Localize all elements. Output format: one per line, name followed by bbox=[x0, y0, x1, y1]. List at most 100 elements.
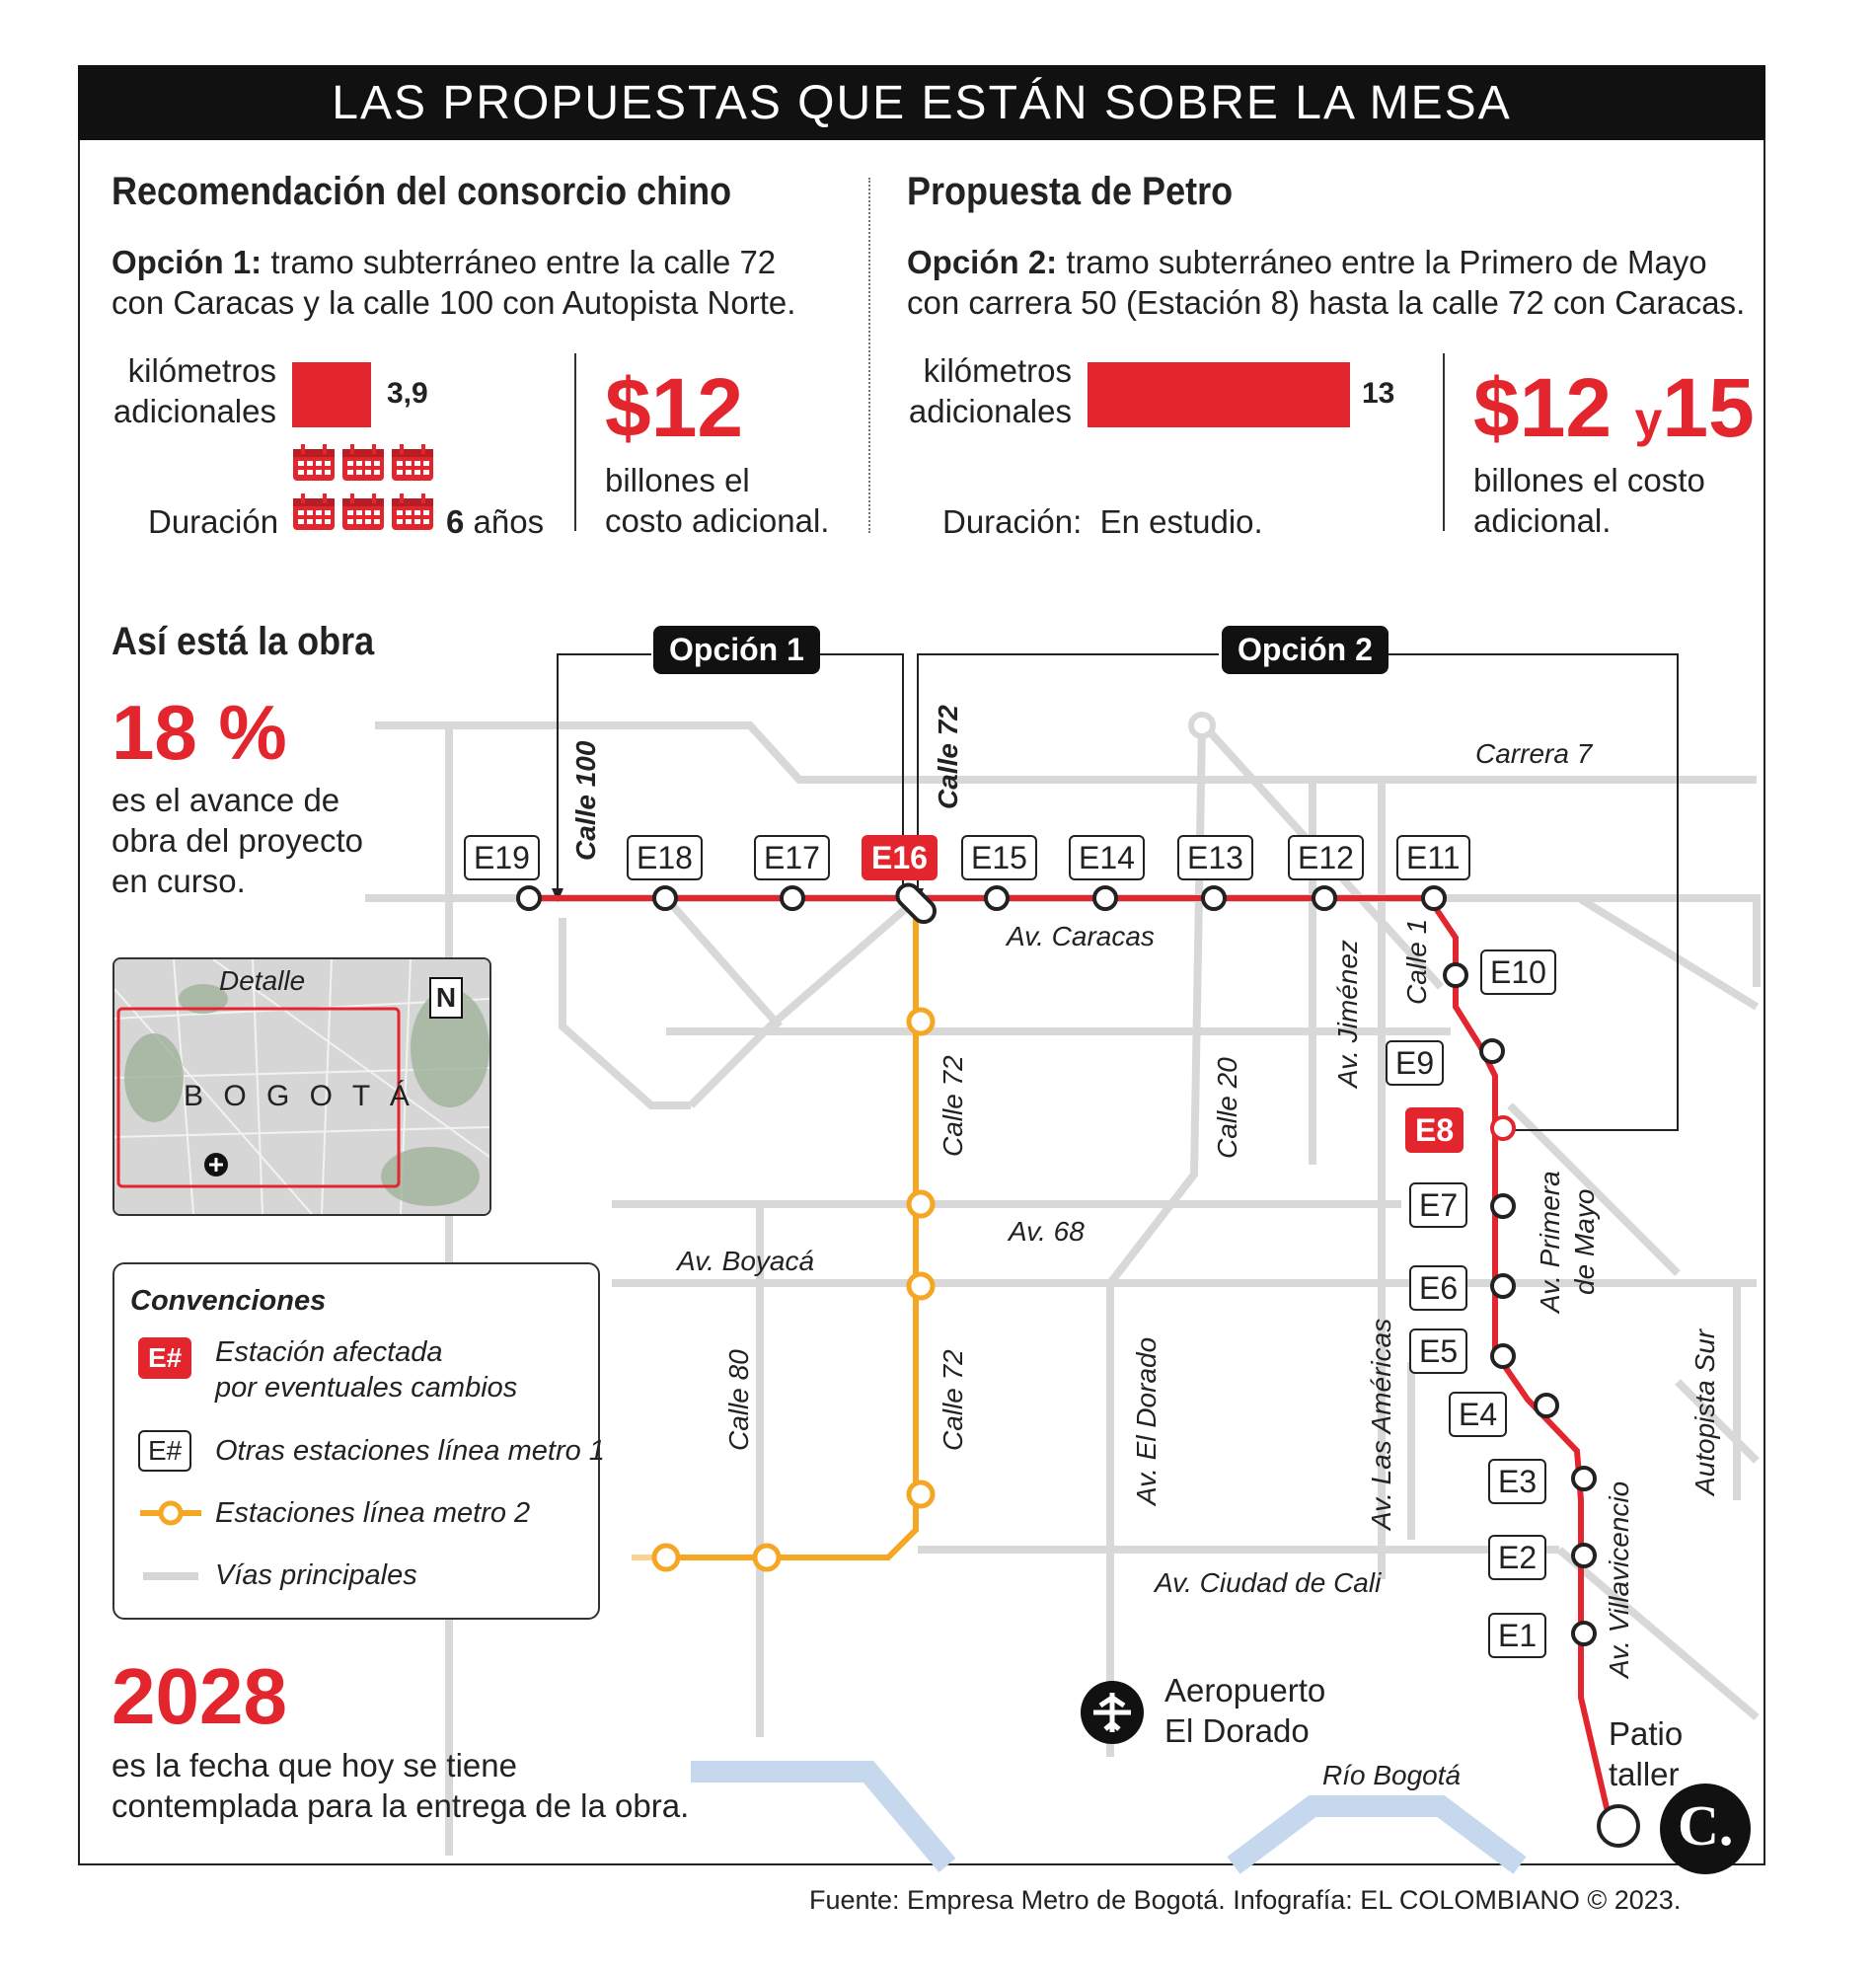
station-e6: E6 bbox=[1409, 1265, 1468, 1311]
calle100-label: Calle 100 bbox=[570, 740, 601, 861]
work-progress-text: es el avance de obra del proyecto en cur… bbox=[112, 780, 363, 901]
calendar-icon bbox=[341, 444, 385, 482]
label-autopista-sur: Autopista Sur bbox=[1689, 1329, 1720, 1495]
label-carrera7: Carrera 7 bbox=[1475, 738, 1593, 769]
station-dot-e8 bbox=[1490, 1115, 1516, 1141]
label-calle72-b: Calle 72 bbox=[938, 1349, 968, 1451]
metro2-station bbox=[906, 1271, 936, 1301]
option1-cost-line1: billones el bbox=[605, 462, 750, 498]
calendar-icon bbox=[341, 494, 385, 531]
airport-label: Aeropuerto El Dorado bbox=[1164, 1670, 1325, 1751]
option1-divider bbox=[574, 353, 576, 531]
year-line1: es la fecha que hoy se tiene bbox=[112, 1747, 517, 1784]
river-bogota bbox=[691, 1761, 1527, 1874]
station-dot-e1 bbox=[1571, 1621, 1597, 1646]
metro2-station bbox=[906, 1007, 936, 1036]
metro2-legend-icon bbox=[140, 1500, 201, 1526]
station-dot-e15 bbox=[984, 885, 1010, 911]
option1-duration-unit: años bbox=[473, 503, 545, 540]
road-e-east bbox=[1401, 894, 1761, 987]
label-calle20: Calle 20 bbox=[1212, 1057, 1242, 1159]
option1-cost-line2: costo adicional. bbox=[605, 502, 830, 539]
station-e4: E4 bbox=[1449, 1392, 1508, 1437]
option2-cost-text: billones el costo adicional. bbox=[1473, 460, 1705, 541]
km-label-line1: kilómetros bbox=[923, 352, 1072, 389]
label-av-boyaca: Av. Boyacá bbox=[677, 1246, 815, 1276]
metro2-station bbox=[651, 1543, 681, 1572]
label-av-ciudad-cali: Av. Ciudad de Cali bbox=[1155, 1567, 1382, 1598]
option2-text-line1: tramo subterráneo entre la Primero de Ma… bbox=[1066, 244, 1707, 280]
roads-legend-icon bbox=[143, 1572, 198, 1580]
label-av-las-americas: Av. Las Américas bbox=[1366, 1318, 1396, 1530]
option1-text-line2: con Caracas y la calle 100 con Autopista… bbox=[112, 284, 796, 321]
option2-bracket-left bbox=[917, 653, 1219, 898]
option1-km-label: kilómetros adicionales bbox=[99, 350, 276, 431]
station-e8: E8 bbox=[1405, 1107, 1464, 1153]
option1-label: Opción 1: bbox=[112, 244, 263, 280]
north-arrow-icon: N bbox=[429, 977, 463, 1019]
metro2-station bbox=[906, 1480, 936, 1509]
station-e12: E12 bbox=[1288, 835, 1364, 880]
option1-text-line1: tramo subterráneo entre la calle 72 bbox=[270, 244, 777, 280]
road-east-diag bbox=[1576, 894, 1760, 1011]
road-vertical-2 bbox=[559, 918, 691, 1109]
station-dot-e9 bbox=[1479, 1038, 1505, 1064]
airport-line1: Aeropuerto bbox=[1164, 1672, 1326, 1708]
main-roads bbox=[365, 721, 1761, 1856]
option1-duration: 6 años bbox=[446, 501, 544, 542]
year-line2: contemplada para la entrega de la obra. bbox=[112, 1787, 690, 1824]
logo-letter: C. bbox=[1678, 1793, 1734, 1858]
calendar-icon bbox=[391, 444, 434, 482]
road-el-dorado bbox=[1106, 724, 1206, 1757]
label-calle1: Calle 1 bbox=[1401, 918, 1432, 1005]
station-e16: E16 bbox=[862, 835, 938, 880]
station-dot-e3 bbox=[1571, 1466, 1597, 1491]
label-av-caracas: Av. Caracas bbox=[1007, 921, 1155, 951]
year-value: 2028 bbox=[112, 1652, 287, 1740]
km-label-line2: adicionales bbox=[113, 393, 276, 429]
station-dot-e17 bbox=[780, 885, 805, 911]
option1-duration-calendars bbox=[292, 444, 440, 535]
option2-heading: Propuesta de Petro bbox=[907, 170, 1234, 213]
road-diag-2 bbox=[688, 894, 921, 1108]
label-av-primera-mayo-2: de Mayo bbox=[1569, 1188, 1600, 1295]
road-primera-mayo-diag bbox=[1507, 1102, 1681, 1276]
option2-km-label: kilómetros adicionales bbox=[894, 350, 1072, 431]
station-dot-e19 bbox=[516, 885, 542, 911]
conventions-box bbox=[113, 1262, 600, 1620]
year-text: es la fecha que hoy se tiene contemplada… bbox=[112, 1745, 689, 1826]
label-av68: Av. 68 bbox=[1009, 1216, 1085, 1247]
station-e5: E5 bbox=[1409, 1329, 1468, 1374]
option1-km-value: 3,9 bbox=[387, 377, 428, 410]
option1-duration-value: 6 bbox=[446, 503, 465, 540]
station-dot-e10 bbox=[1443, 962, 1468, 988]
detail-map-texture bbox=[114, 959, 489, 1214]
river-segment-west bbox=[691, 1761, 956, 1873]
option1-duration-label: Duración bbox=[148, 503, 279, 540]
option2-cost-y: y bbox=[1634, 392, 1663, 447]
progress-line2: obra del proyecto bbox=[112, 822, 363, 859]
detail-city-label: B O G O T Á bbox=[184, 1080, 415, 1112]
road-villavicencio-diag bbox=[1556, 1546, 1760, 1721]
option1-bracket-left bbox=[557, 653, 651, 898]
option2-km-value: 13 bbox=[1362, 377, 1395, 410]
airport-icon bbox=[1081, 1681, 1144, 1744]
station-e15: E15 bbox=[961, 835, 1037, 880]
logo-icon bbox=[1660, 1784, 1751, 1874]
road-carrera7 bbox=[375, 721, 1757, 784]
label-av-villavicencio: Av. Villavicencio bbox=[1604, 1480, 1634, 1678]
work-progress-value: 18 % bbox=[112, 689, 287, 776]
label-calle72-a: Calle 72 bbox=[938, 1055, 968, 1157]
patio-taller-label: Patio taller bbox=[1609, 1713, 1683, 1794]
option1-description: Opción 1: tramo subterráneo entre la cal… bbox=[112, 242, 862, 323]
station-dot-e12 bbox=[1312, 885, 1337, 911]
conventions-other-badge: E# bbox=[138, 1430, 192, 1472]
option2-divider bbox=[1443, 353, 1445, 531]
station-e2: E2 bbox=[1488, 1535, 1547, 1580]
river-segment-east bbox=[1227, 1795, 1527, 1874]
conventions-title: Convenciones bbox=[130, 1285, 327, 1317]
patio-taller-dot bbox=[1597, 1804, 1640, 1848]
option1-pill: Opción 1 bbox=[653, 626, 820, 674]
metro1-station-dots bbox=[516, 882, 1640, 1848]
